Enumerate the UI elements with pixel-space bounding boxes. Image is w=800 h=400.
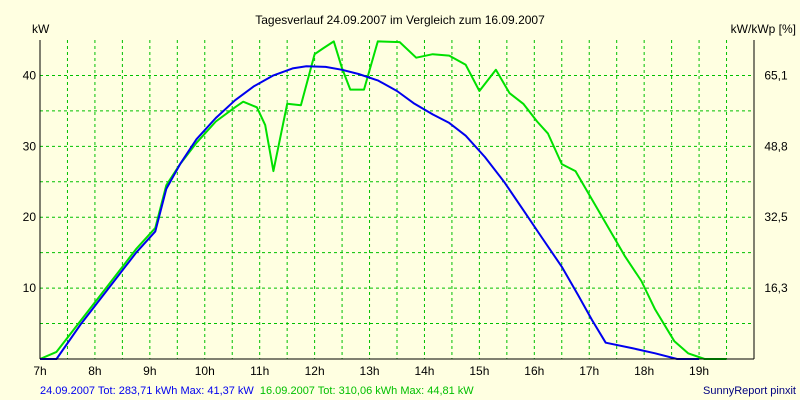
x-tick-label: 14h — [414, 364, 434, 378]
y-tick-label-right: 16,3 — [764, 281, 788, 295]
tick-labels: 7h 8h 9h 10h 11h 12h 13h 14h 15h 16h 17h 18h 19h 10 20… — [23, 68, 788, 378]
x-tick-label: 19h — [689, 364, 709, 378]
x-tick-label: 15h — [469, 364, 489, 378]
credit-text: SunnyReport pinxit — [703, 385, 796, 397]
y-axis-right-label: kW/kWp [%] — [731, 22, 796, 36]
x-tick-label: 16h — [524, 364, 544, 378]
y-tick-label-left: 40 — [23, 68, 37, 82]
legend-series-2: 16.09.2007 Tot: 310,06 kWh Max: 44,81 kW — [260, 385, 474, 397]
chart-title: Tagesverlauf 24.09.2007 im Vergleich zum… — [255, 13, 545, 27]
y-tick-label-right: 32,5 — [764, 210, 788, 224]
grid-lines — [40, 40, 754, 359]
y-tick-label-left: 30 — [23, 139, 37, 153]
footer-legend: 24.09.2007 Tot: 283,71 kWh Max: 41,37 kW… — [40, 385, 474, 397]
series-line-1 — [40, 65, 700, 360]
x-tick-label: 7h — [33, 364, 46, 378]
x-tick-label: 11h — [250, 364, 269, 378]
x-tick-label: 9h — [143, 364, 156, 378]
legend-series-1: 24.09.2007 Tot: 283,71 kWh Max: 41,37 kW — [40, 385, 254, 397]
y-tick-label-right: 48,8 — [764, 139, 788, 153]
x-tick-label: 8h — [88, 364, 101, 378]
y-axis-left-label: kW — [32, 22, 50, 36]
y-tick-label-right: 65,1 — [764, 68, 788, 82]
axes — [39, 40, 755, 360]
series-lines — [39, 40, 727, 360]
y-tick-label-left: 10 — [23, 281, 37, 295]
x-tick-label: 17h — [579, 364, 599, 378]
x-tick-label: 18h — [634, 364, 654, 378]
x-tick-label: 13h — [360, 364, 380, 378]
x-tick-label: 12h — [305, 364, 325, 378]
x-tick-label: 10h — [195, 364, 215, 378]
y-tick-label-left: 20 — [23, 210, 37, 224]
